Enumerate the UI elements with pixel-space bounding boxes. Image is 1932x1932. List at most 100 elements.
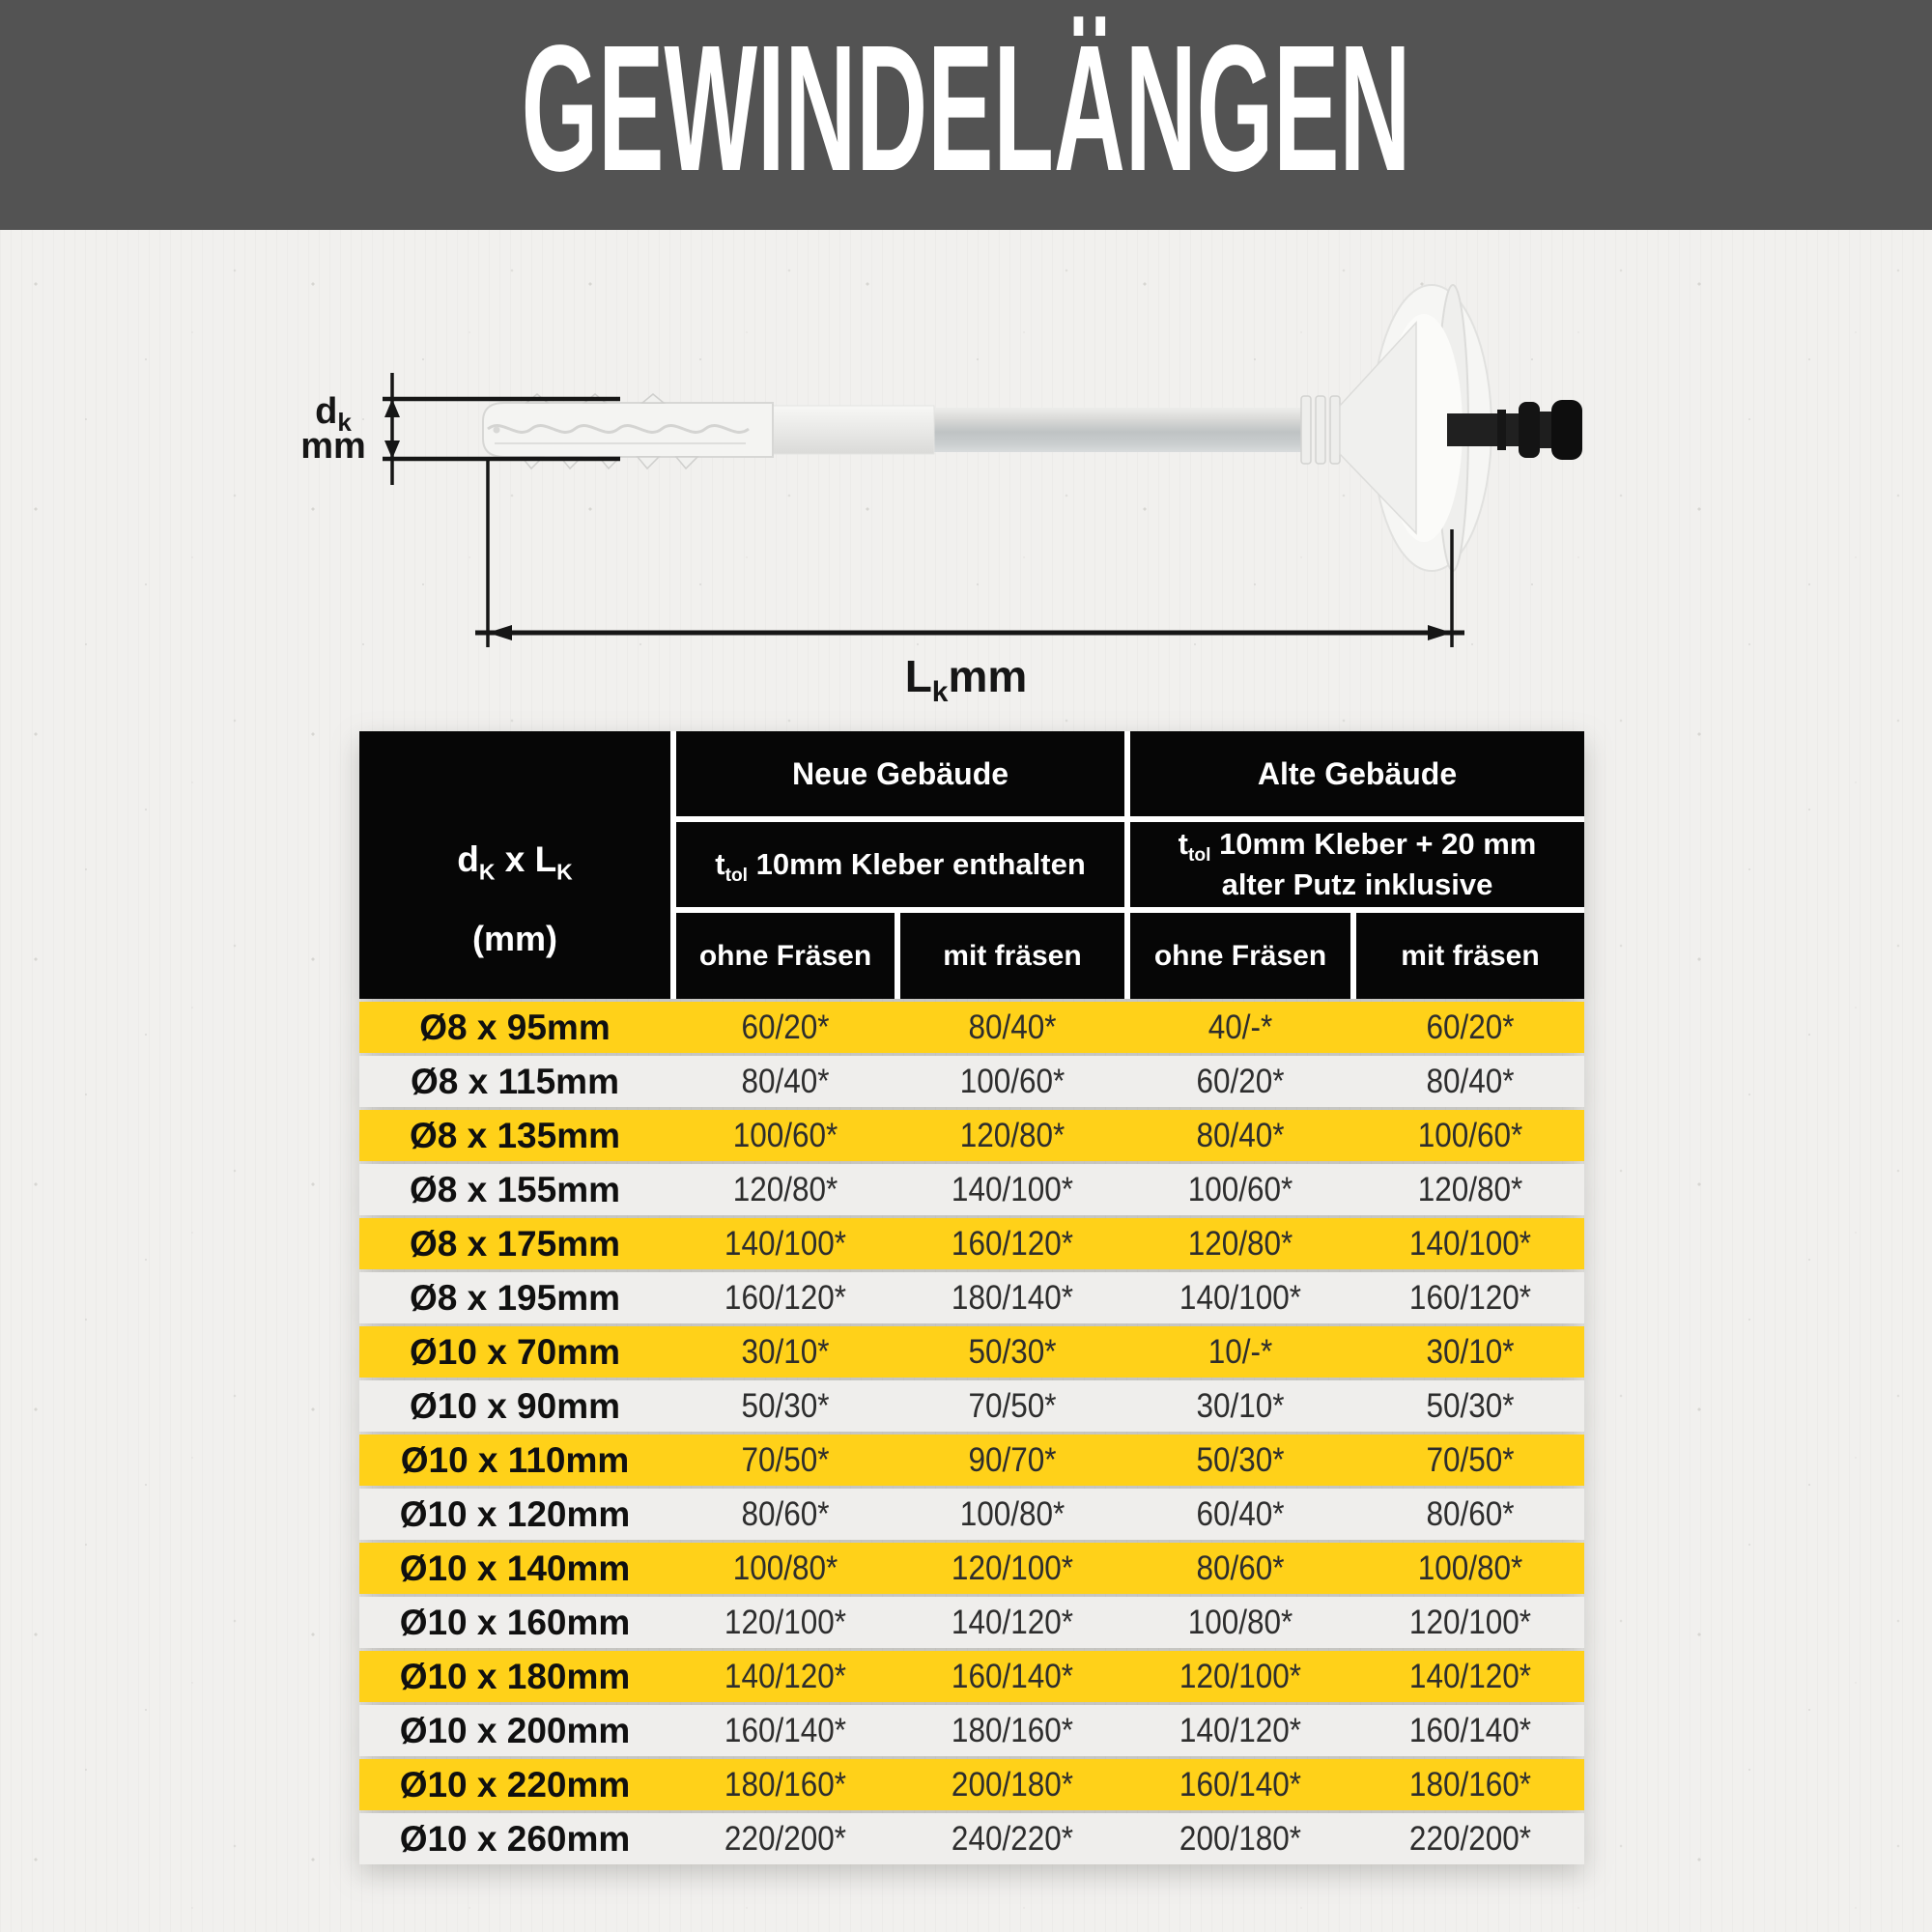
row-size-label: Ø8 x 155mm — [409, 1169, 621, 1209]
table-row: Ø8 x 175mm 140/100* 160/120* 120/80* 140… — [359, 1218, 1584, 1269]
row-value-alte-ohne: 100/80* — [1187, 1603, 1293, 1641]
row-value-alte-ohne: 80/60* — [1196, 1548, 1285, 1587]
row-value-alte-mit: 100/60* — [1417, 1116, 1523, 1154]
row-value-alte-mit: 120/100* — [1408, 1603, 1532, 1641]
row-value-neue-ohne: 140/120* — [724, 1657, 847, 1695]
dk-dimension-label: dk — [315, 391, 352, 437]
header-corner-cell: dK x LK (mm) — [359, 731, 670, 999]
title-banner: GEWINDELÄNGEN — [0, 0, 1932, 230]
row-value-alte-ohne: 100/60* — [1187, 1170, 1293, 1208]
table-row: Ø8 x 135mm 100/60* 120/80* 80/40* 100/60… — [359, 1110, 1584, 1161]
group-subheader-neue: ttol 10mm Kleber enthalten — [676, 822, 1124, 907]
table-row: Ø10 x 160mm 120/100* 140/120* 100/80* 12… — [359, 1597, 1584, 1648]
row-value-neue-ohne: 80/40* — [741, 1062, 830, 1100]
dowel-diagram-svg: dk mm Lkmm — [300, 284, 1582, 708]
column-header-ohne-fraesen-2: ohne Fräsen — [1130, 913, 1350, 999]
row-value-alte-ohne: 140/120* — [1179, 1711, 1302, 1749]
row-value-alte-ohne: 60/40* — [1196, 1494, 1285, 1533]
row-value-neue-ohne: 180/160* — [724, 1765, 847, 1804]
dk-dimension-unit: mm — [300, 426, 366, 467]
row-value-alte-ohne: 60/20* — [1196, 1062, 1285, 1100]
row-value-neue-mit: 120/100* — [951, 1548, 1074, 1587]
row-size-label: Ø8 x 115mm — [411, 1061, 619, 1101]
row-value-neue-mit: 90/70* — [968, 1440, 1057, 1479]
group-subheader-alte: ttol 10mm Kleber + 20 mm alter Putz inkl… — [1130, 822, 1584, 907]
column-header-mit-fraesen-2: mit fräsen — [1356, 913, 1584, 999]
row-value-alte-mit: 140/100* — [1408, 1224, 1532, 1263]
row-value-neue-mit: 160/120* — [951, 1224, 1074, 1263]
row-value-alte-ohne: 120/100* — [1179, 1657, 1302, 1695]
row-value-alte-mit: 80/60* — [1426, 1494, 1515, 1533]
row-value-alte-ohne: 10/-* — [1208, 1332, 1273, 1371]
table-row: Ø10 x 220mm 180/160* 200/180* 160/140* 1… — [359, 1759, 1584, 1810]
row-value-alte-mit: 140/120* — [1408, 1657, 1532, 1695]
table-header: dK x LK (mm) Neue Gebäude Alte Gebäude t… — [359, 731, 1584, 999]
row-size-label: Ø10 x 200mm — [399, 1710, 631, 1750]
row-size-label: Ø10 x 90mm — [409, 1385, 621, 1426]
row-size-label: Ø8 x 95mm — [419, 1007, 611, 1047]
row-size-label: Ø10 x 110mm — [400, 1439, 630, 1480]
table-row: Ø8 x 195mm 160/120* 180/140* 140/100* 16… — [359, 1272, 1584, 1323]
row-value-alte-mit: 120/80* — [1417, 1170, 1523, 1208]
column-header-ohne-fraesen-1: ohne Fräsen — [676, 913, 895, 999]
lk-dimension-label: Lkmm — [905, 651, 1028, 708]
row-value-neue-ohne: 100/80* — [732, 1548, 838, 1587]
row-value-neue-ohne: 120/100* — [724, 1603, 847, 1641]
row-value-alte-ohne: 30/10* — [1196, 1386, 1285, 1425]
row-size-label: Ø10 x 220mm — [399, 1764, 631, 1804]
row-value-neue-ohne: 80/60* — [741, 1494, 830, 1533]
row-size-label: Ø8 x 135mm — [409, 1115, 621, 1155]
page-title: GEWINDELÄNGEN — [521, 9, 1411, 209]
table-row: Ø10 x 260mm 220/200* 240/220* 200/180* 2… — [359, 1813, 1584, 1864]
row-value-neue-ohne: 30/10* — [741, 1332, 830, 1371]
table-row: Ø10 x 180mm 140/120* 160/140* 120/100* 1… — [359, 1651, 1584, 1702]
group-header-neue-gebaeude: Neue Gebäude — [676, 731, 1124, 816]
row-value-alte-mit: 160/120* — [1408, 1278, 1532, 1317]
lk-dimension — [475, 457, 1464, 647]
dowel-shaft-light — [767, 405, 935, 455]
row-value-neue-ohne: 160/120* — [724, 1278, 847, 1317]
row-value-alte-mit: 30/10* — [1426, 1332, 1515, 1371]
row-value-neue-mit: 100/80* — [959, 1494, 1065, 1533]
row-value-neue-mit: 180/140* — [951, 1278, 1074, 1317]
row-size-label: Ø10 x 70mm — [409, 1331, 621, 1372]
row-value-alte-mit: 220/200* — [1408, 1819, 1532, 1858]
dowel-shaft — [929, 408, 1308, 452]
row-value-neue-mit: 100/60* — [959, 1062, 1065, 1100]
row-value-neue-mit: 140/100* — [951, 1170, 1074, 1208]
row-value-alte-ohne: 80/40* — [1196, 1116, 1285, 1154]
row-value-neue-ohne: 50/30* — [741, 1386, 830, 1425]
dowel-funnel — [1339, 321, 1417, 535]
thread-length-table: dK x LK (mm) Neue Gebäude Alte Gebäude t… — [359, 731, 1584, 1867]
column-header-mit-fraesen-1: mit fräsen — [900, 913, 1124, 999]
row-value-neue-ohne: 140/100* — [724, 1224, 847, 1263]
row-value-alte-mit: 60/20* — [1426, 1008, 1515, 1046]
row-value-neue-mit: 200/180* — [951, 1765, 1074, 1804]
table-row: Ø8 x 155mm 120/80* 140/100* 100/60* 120/… — [359, 1164, 1584, 1215]
row-value-alte-mit: 100/80* — [1417, 1548, 1523, 1587]
dk-dimension — [383, 373, 620, 485]
corner-unit-label: (mm) — [472, 919, 557, 958]
row-value-alte-ohne: 140/100* — [1179, 1278, 1302, 1317]
row-value-neue-ohne: 60/20* — [741, 1008, 830, 1046]
row-value-neue-mit: 180/160* — [951, 1711, 1074, 1749]
group-header-alte-gebaeude: Alte Gebäude — [1130, 731, 1584, 816]
row-value-neue-mit: 70/50* — [968, 1386, 1057, 1425]
table-row: Ø10 x 70mm 30/10* 50/30* 10/-* 30/10* — [359, 1326, 1584, 1378]
row-size-label: Ø10 x 180mm — [399, 1656, 631, 1696]
row-value-alte-mit: 50/30* — [1426, 1386, 1515, 1425]
table-body: Ø8 x 95mm 60/20* 80/40* 40/-* 60/20* Ø8 … — [359, 1002, 1584, 1864]
row-value-alte-ohne: 200/180* — [1179, 1819, 1302, 1858]
row-value-neue-ohne: 220/200* — [724, 1819, 847, 1858]
row-value-alte-mit: 160/140* — [1408, 1711, 1532, 1749]
row-size-label: Ø10 x 160mm — [399, 1602, 631, 1642]
row-value-neue-mit: 120/80* — [959, 1116, 1065, 1154]
table-row: Ø8 x 95mm 60/20* 80/40* 40/-* 60/20* — [359, 1002, 1584, 1053]
row-size-label: Ø10 x 120mm — [399, 1493, 631, 1534]
row-value-alte-ohne: 160/140* — [1179, 1765, 1302, 1804]
row-value-neue-ohne: 120/80* — [732, 1170, 838, 1208]
row-value-neue-ohne: 70/50* — [741, 1440, 830, 1479]
row-value-neue-mit: 80/40* — [968, 1008, 1057, 1046]
table-row: Ø10 x 120mm 80/60* 100/80* 60/40* 80/60* — [359, 1489, 1584, 1540]
